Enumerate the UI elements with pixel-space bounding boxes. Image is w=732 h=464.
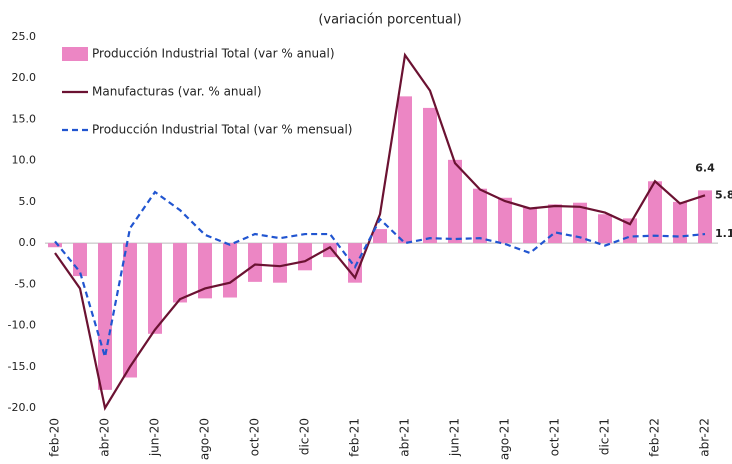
bar: [498, 197, 512, 244]
legend-label: Manufacturas (var. % anual): [92, 85, 262, 99]
bar: [573, 202, 587, 244]
y-tick-label: 25.0: [12, 30, 37, 43]
line: [54, 190, 706, 358]
x-tick-label: oct-21: [548, 418, 562, 456]
bar: [98, 243, 112, 390]
data-label: 1.1: [715, 227, 732, 240]
bar: [73, 243, 87, 277]
bar: [448, 159, 462, 244]
y-tick-label: 5.0: [19, 195, 37, 208]
x-tick-label: ago-21: [498, 418, 512, 460]
y-tick-label: 20.0: [12, 71, 37, 84]
bar: [523, 207, 537, 244]
bar: [323, 243, 337, 258]
bar: [223, 243, 237, 298]
bar: [273, 243, 287, 283]
legend-swatch: [62, 47, 88, 61]
y-tick-label: -5.0: [15, 277, 36, 290]
bar: [173, 243, 187, 303]
y-tick-label: -20.0: [8, 401, 36, 414]
legend-label: Producción Industrial Total (var % mensu…: [92, 123, 353, 137]
x-tick-label: dic-20: [298, 418, 312, 455]
x-tick-label: ago-20: [198, 418, 212, 460]
x-tick-label: oct-20: [248, 418, 262, 456]
y-tick-label: 15.0: [12, 112, 37, 125]
line: [54, 52, 706, 411]
data-label: 5.8: [715, 188, 732, 201]
bar: [598, 214, 612, 244]
y-tick-label: 10.0: [12, 154, 37, 167]
bar: [423, 107, 437, 244]
bar: [198, 243, 212, 299]
legend-label: Producción Industrial Total (var % anual…: [92, 47, 335, 61]
bar: [148, 243, 162, 334]
data-label: 6.4: [695, 161, 715, 174]
y-tick-label: -15.0: [8, 360, 36, 373]
bar: [698, 190, 712, 244]
x-tick-label: feb-22: [648, 418, 662, 457]
bar: [298, 243, 312, 271]
bar: [473, 188, 487, 244]
x-tick-label: dic-21: [598, 418, 612, 455]
x-tick-label: jun-21: [448, 418, 462, 457]
x-tick-label: abr-20: [98, 418, 112, 457]
x-tick-label: jun-20: [148, 418, 162, 457]
bar: [373, 229, 387, 244]
x-tick-label: feb-20: [48, 418, 62, 457]
bar: [248, 243, 262, 282]
x-tick-label: abr-22: [698, 418, 712, 457]
y-tick-label: -10.0: [8, 319, 36, 332]
x-tick-label: feb-21: [348, 418, 362, 457]
chart-title: (variación porcentual): [318, 13, 461, 28]
bar: [48, 243, 62, 248]
bar: [123, 243, 137, 378]
y-tick-label: 0.0: [19, 236, 37, 249]
bar: [398, 96, 412, 244]
bar: [673, 201, 687, 244]
legend: Producción Industrial Total (var % anual…: [62, 47, 353, 137]
x-tick-label: abr-21: [398, 418, 412, 457]
bar: [648, 181, 662, 244]
